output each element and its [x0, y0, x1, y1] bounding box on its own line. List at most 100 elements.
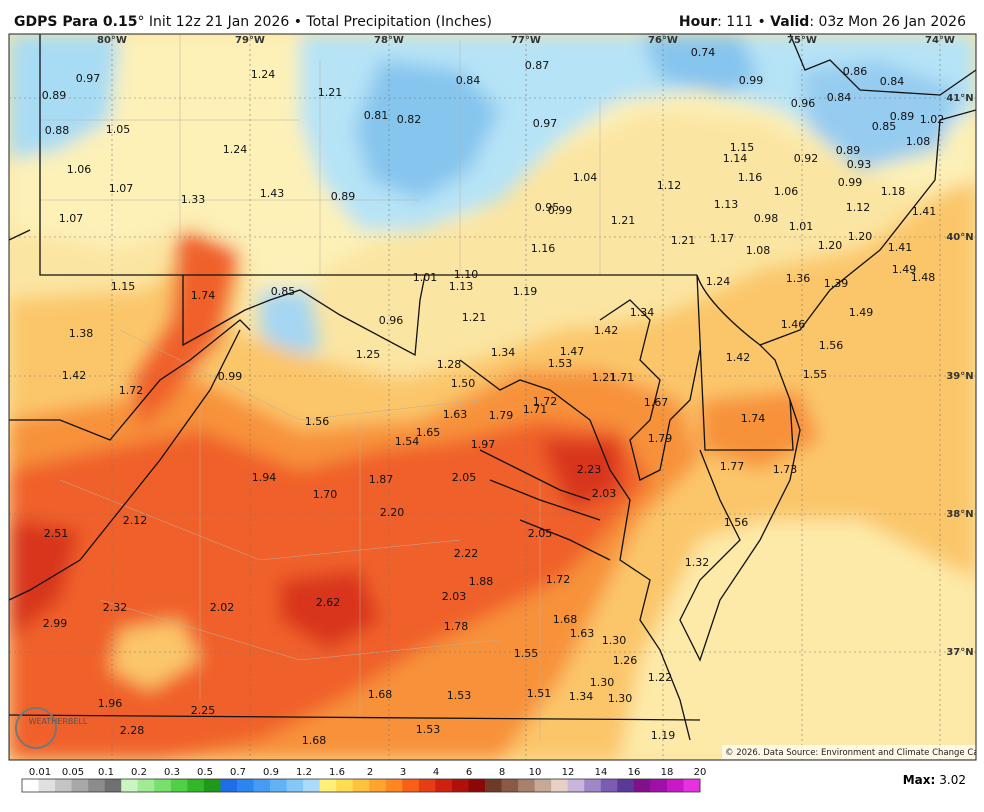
precip-value: 1.16: [531, 242, 556, 255]
legend-swatch: [600, 779, 618, 792]
precip-value: 1.79: [489, 409, 514, 422]
precip-value: 1.34: [491, 346, 516, 359]
precip-value: 1.07: [59, 212, 84, 225]
precip-value: 0.99: [739, 74, 764, 87]
precip-value: 1.71: [523, 403, 548, 416]
precip-value: 0.99: [218, 370, 243, 383]
precip-value: 1.06: [774, 185, 799, 198]
precip-value: 0.95: [535, 201, 560, 214]
precip-value: 2.20: [380, 506, 405, 519]
legend-tick-label: 0.01: [29, 767, 51, 778]
precip-value: 1.94: [252, 471, 277, 484]
precip-value: 1.78: [444, 620, 469, 633]
legend-swatch: [551, 779, 569, 792]
precip-value: 1.22: [648, 671, 673, 684]
precip-value: 0.87: [525, 59, 550, 72]
precip-value: 1.50: [451, 377, 476, 390]
precip-value: 1.74: [191, 289, 216, 302]
precip-value: 1.08: [906, 135, 931, 148]
precip-value: 1.36: [786, 272, 811, 285]
precip-value: 0.93: [847, 158, 872, 171]
precip-value: 1.56: [819, 339, 844, 352]
legend-tick-label: 20: [694, 767, 707, 778]
precip-value: 0.84: [456, 74, 481, 87]
precip-value: 2.23: [577, 463, 602, 476]
precip-value: 1.21: [318, 86, 343, 99]
precip-value: 1.02: [920, 113, 945, 126]
copyright-bg: [722, 745, 976, 759]
precip-value: 1.88: [469, 575, 494, 588]
legend-tick-label: 0.2: [131, 767, 147, 778]
precip-value: 0.88: [45, 124, 70, 137]
precip-value: 1.72: [533, 395, 558, 408]
precip-value: 1.21: [592, 371, 617, 384]
legend: 0.01 0.05 0.1 0.2 0.3 0.5 0.7 0.9 1.2 1.6 2 3 4 6 8 10 1…: [21, 767, 707, 793]
precip-value: 0.92: [794, 152, 819, 165]
precip-value: 1.21: [462, 311, 487, 324]
precip-value: 1.19: [513, 285, 538, 298]
precip-value: 0.99: [838, 176, 863, 189]
precip-value: 1.19: [651, 729, 676, 742]
legend-swatch: [303, 779, 321, 792]
header-left: GDPS Para 0.15° Init 12z 21 Jan 2026 • T…: [14, 14, 492, 30]
legend-swatch: [633, 779, 651, 792]
legend-tick-label: 1.2: [296, 767, 312, 778]
legend-tick-label: 0.5: [197, 767, 213, 778]
precip-value: 1.53: [416, 723, 441, 736]
map: 80°W 79°W 78°W 77°W 76°W 75°W 74°W 41°N 40°N 39°N…: [9, 34, 984, 760]
precip-value: 1.49: [892, 263, 917, 276]
precip-value: 1.16: [738, 171, 763, 184]
legend-swatch: [683, 779, 701, 792]
legend-swatch: [567, 779, 585, 792]
precip-value: 1.38: [69, 327, 94, 340]
precip-value: 1.15: [730, 141, 755, 154]
precip-value: 1.71: [610, 371, 635, 384]
legend-swatch: [286, 779, 304, 792]
precip-value: 1.17: [710, 232, 735, 245]
precip-value: 2.51: [44, 527, 69, 540]
precip-value: 0.84: [827, 91, 852, 104]
legend-swatch: [485, 779, 502, 792]
precip-value: 0.89: [890, 110, 915, 123]
model: GDPS Para 0.15: [14, 14, 137, 30]
copyright: © 2026. Data Source: Environment and Cli…: [725, 748, 984, 758]
legend-swatch: [71, 779, 89, 792]
precip-value: 1.41: [912, 205, 937, 218]
run-info: ° Init 12z 21 Jan 2026 • Total Precipita…: [137, 14, 491, 30]
precip-value: 0.86: [843, 65, 868, 78]
legend-swatch: [418, 779, 436, 792]
longitude-label: 75°W: [787, 35, 817, 46]
legend-swatch: [352, 779, 370, 792]
hour-label: Hour: [679, 14, 717, 30]
legend-tick-label: 18: [661, 767, 674, 778]
legend-swatch: [435, 779, 453, 792]
precip-value: 0.89: [331, 190, 356, 203]
county-lines: [40, 34, 601, 740]
precip-value: 1.74: [741, 412, 766, 425]
legend-swatch: [501, 779, 519, 792]
valid-label: Valid: [770, 14, 809, 30]
precip-value: 1.08: [746, 244, 771, 257]
precip-value: 1.96: [98, 697, 123, 710]
precip-value: 1.48: [911, 271, 936, 284]
legend-swatch: [121, 779, 139, 792]
precip-value: 1.73: [773, 463, 798, 476]
precip-value: 0.89: [42, 89, 67, 102]
precip-value: 1.55: [514, 647, 539, 660]
precip-value: 1.70: [313, 488, 338, 501]
legend-tick-label: 10: [529, 767, 542, 778]
precip-value: 1.13: [449, 280, 474, 293]
latitude-label: 39°N: [946, 371, 973, 382]
precip-value: 0.96: [379, 314, 404, 327]
legend-swatch: [451, 779, 469, 792]
precip-value: 1.34: [569, 690, 594, 703]
precip-value: 1.55: [803, 368, 828, 381]
precip-value: 2.22: [454, 547, 479, 560]
precip-value: 2.12: [123, 514, 148, 527]
legend-swatch: [236, 779, 254, 792]
max-label: Max:: [903, 773, 936, 787]
legend-swatch: [385, 779, 403, 792]
longitude-label: 74°W: [925, 35, 955, 46]
precip-value: 1.13: [714, 198, 739, 211]
